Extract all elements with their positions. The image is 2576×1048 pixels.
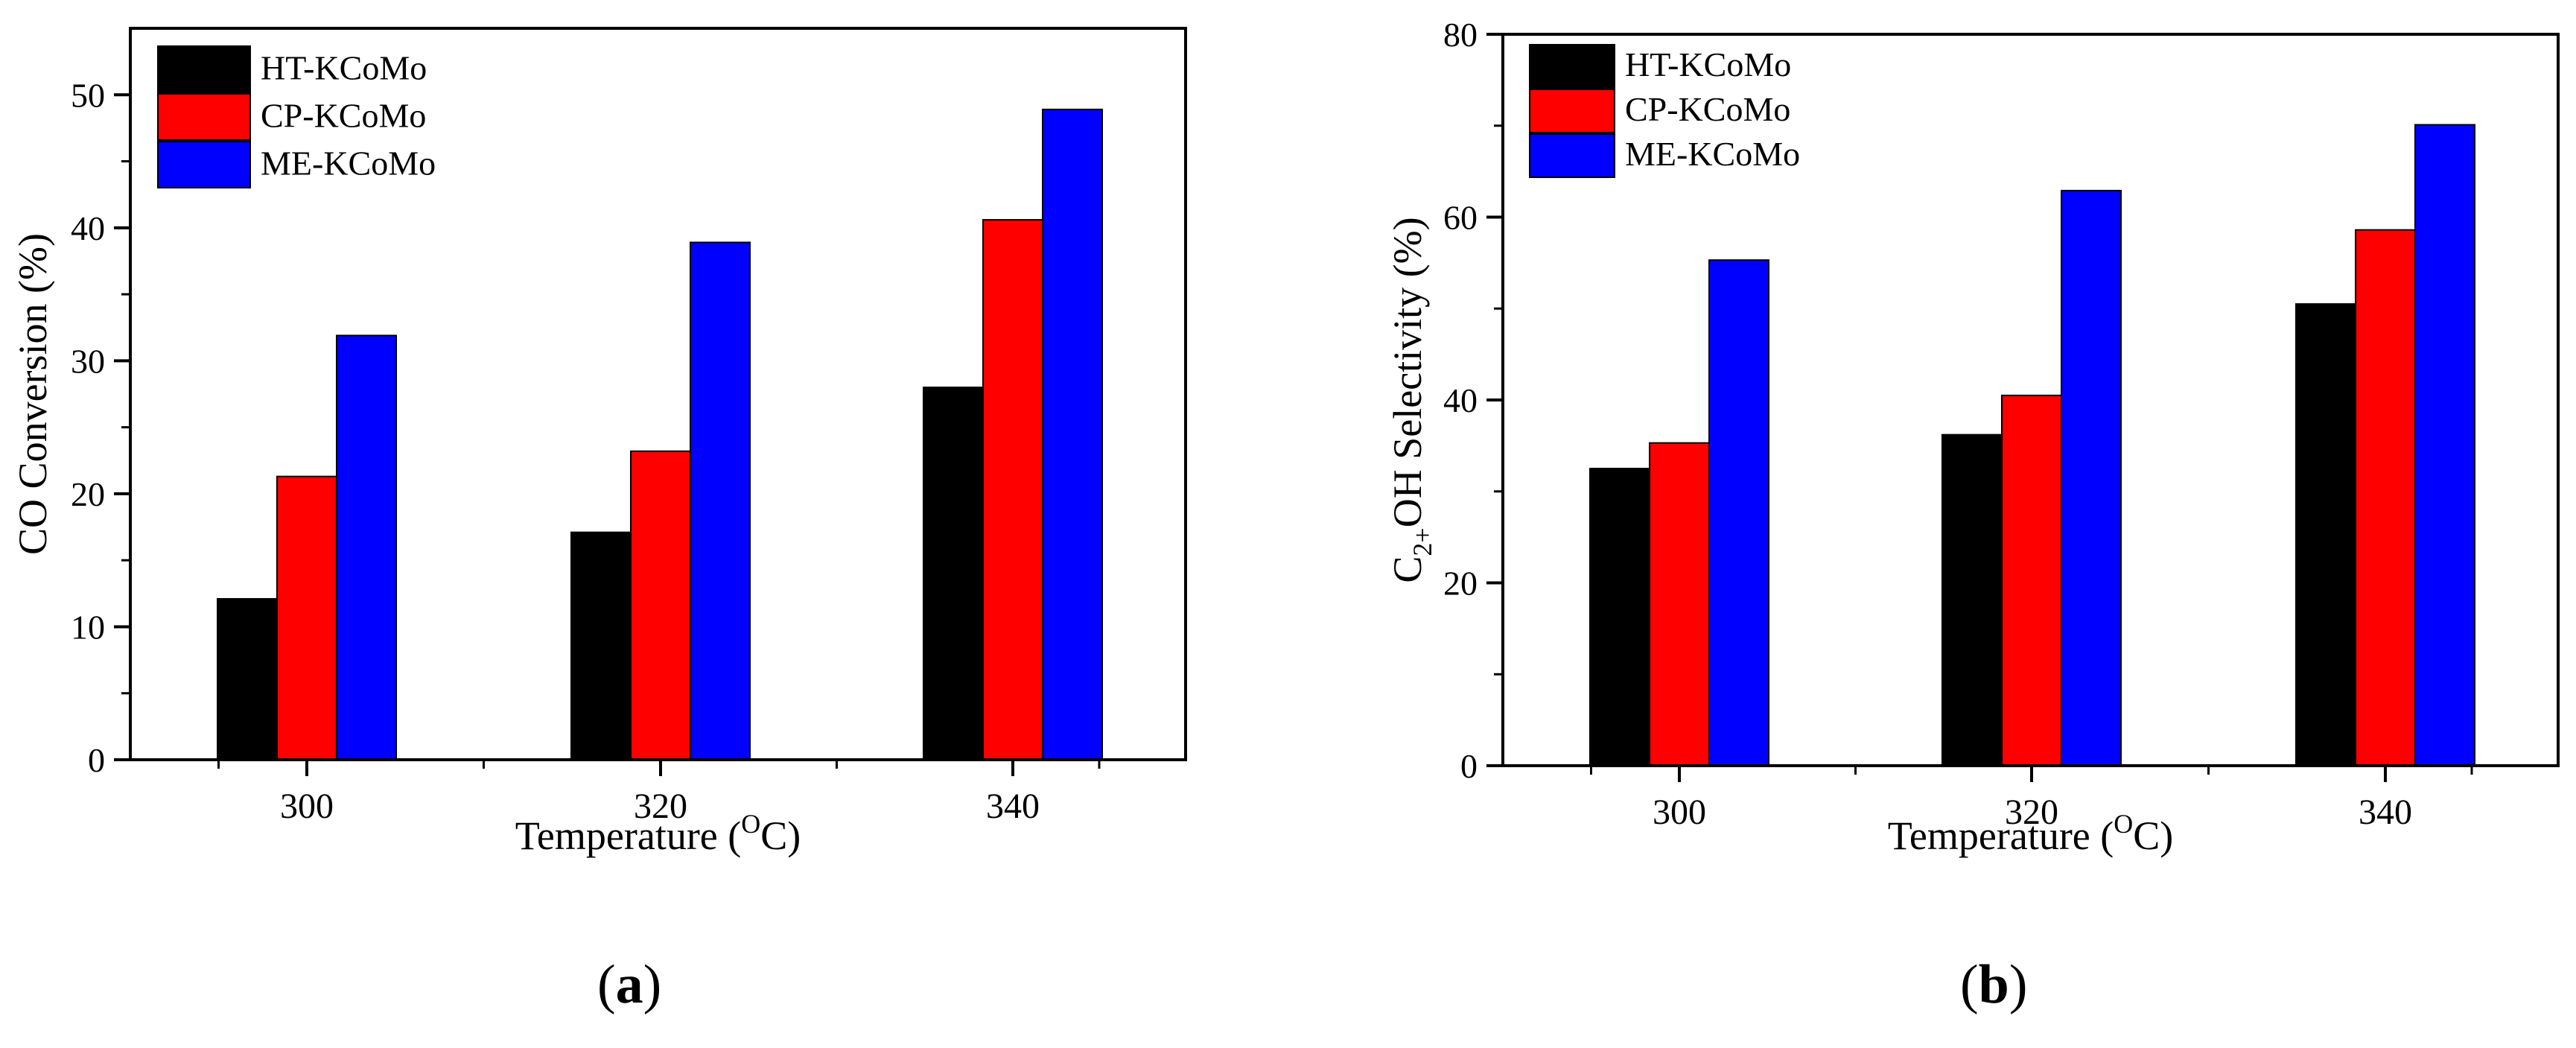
legend-swatch-ht-kcomo (157, 45, 251, 93)
bar-me-kcomo-340 (1042, 108, 1103, 760)
y-tick-label: 10 (71, 608, 105, 646)
y-axis: 0 10 20 30 40 50 (71, 76, 130, 779)
legend-label: HT-KCoMo (261, 49, 427, 87)
legend-label: CP-KCoMo (261, 97, 426, 135)
y-axis-label: C2+OH Selectivity (%) (1385, 217, 1437, 582)
panel-caption-b: (b) (1960, 954, 2028, 1015)
y-axis-label: CO Conversion (%) (10, 233, 55, 555)
x-axis: 300 320 340 (217, 760, 1101, 826)
y-tick-label: 0 (88, 741, 105, 779)
x-tick-label: 300 (280, 787, 334, 826)
y-tick-label: 30 (71, 342, 105, 380)
chart-panel-a: 0 10 20 30 40 50 300 320 340 HT-KCoMo CP-KCoMo ME… (10, 27, 1187, 858)
x-tick-label: 320 (2005, 793, 2058, 832)
bar-ht-kcomo-340 (923, 387, 984, 761)
bar-me-kcomo-340 (2414, 124, 2475, 766)
legend-swatch-cp-kcomo (1529, 89, 1615, 133)
y-tick-label: 40 (1443, 381, 1478, 419)
y-tick-label: 50 (71, 76, 105, 114)
bar-ht-kcomo-300 (217, 597, 278, 761)
bar-cp-kcomo-320 (630, 450, 691, 760)
bar-cp-kcomo-340 (982, 219, 1043, 760)
panel-caption-a: (a) (597, 954, 662, 1015)
y-tick-label: 20 (71, 475, 105, 513)
bars-group (217, 108, 1103, 761)
x-axis: 300 320 340 (1590, 766, 2473, 832)
x-axis-label: Temperature (OC) (1888, 809, 2174, 858)
bar-me-kcomo-320 (690, 241, 751, 760)
chart-panel-b: 0 20 40 60 80 300 320 340 HT-KCoMo CP-KCoMo ME-K… (1385, 16, 2560, 858)
legend-label: CP-KCoMo (1625, 90, 1790, 128)
bar-cp-kcomo-340 (2355, 229, 2416, 766)
plot-frame (129, 27, 1187, 761)
bar-cp-kcomo-300 (276, 475, 337, 760)
legend-label: ME-KCoMo (261, 145, 436, 182)
bar-cp-kcomo-300 (1649, 442, 1710, 766)
legend-label: HT-KCoMo (1625, 45, 1791, 83)
x-tick-label: 340 (2359, 793, 2412, 832)
bar-ht-kcomo-320 (1941, 434, 2003, 767)
x-tick-label: 320 (634, 787, 687, 826)
legend-label: ME-KCoMo (1625, 135, 1800, 173)
bar-ht-kcomo-300 (1589, 468, 1650, 766)
bar-me-kcomo-300 (1708, 259, 1769, 766)
bar-cp-kcomo-320 (2001, 394, 2062, 766)
x-tick-label: 300 (1653, 793, 1706, 832)
y-tick-label: 60 (1443, 199, 1478, 237)
bar-ht-kcomo-340 (2295, 303, 2356, 766)
y-tick-label: 80 (1443, 16, 1478, 54)
bars-group (1589, 124, 2475, 767)
y-axis: 0 20 40 60 80 (1443, 16, 1503, 785)
y-tick-label: 40 (71, 209, 105, 247)
bar-ht-kcomo-320 (570, 531, 632, 760)
bar-me-kcomo-320 (2061, 189, 2122, 766)
legend: HT-KCoMo CP-KCoMo ME-KCoMo (157, 45, 436, 188)
y-tick-label: 20 (1443, 565, 1478, 603)
bar-me-kcomo-300 (336, 334, 397, 760)
legend: HT-KCoMo CP-KCoMo ME-KCoMo (1529, 44, 1800, 178)
x-tick-label: 340 (986, 787, 1040, 826)
x-axis-label: Temperature (OC) (515, 809, 801, 858)
legend-swatch-me-kcomo (1529, 133, 1615, 178)
y-tick-label: 0 (1460, 747, 1478, 785)
legend-swatch-me-kcomo (157, 141, 251, 188)
legend-swatch-ht-kcomo (1529, 44, 1615, 89)
legend-swatch-cp-kcomo (157, 93, 251, 141)
